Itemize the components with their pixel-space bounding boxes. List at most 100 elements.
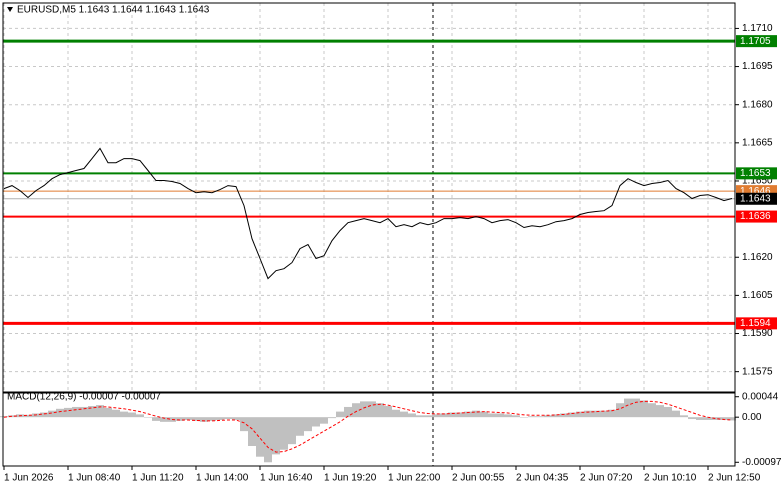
- macd-bar: [608, 409, 616, 418]
- macd-bar: [576, 411, 584, 418]
- macd-bar: [664, 406, 672, 418]
- macd-bar: [496, 413, 504, 418]
- macd-bar: [80, 406, 88, 418]
- level-label-box: [736, 35, 777, 48]
- macd-bar: [704, 417, 712, 420]
- macd-bar: [464, 411, 472, 418]
- macd-bar: [424, 415, 432, 418]
- macd-bar: [240, 417, 248, 432]
- menu-triangle[interactable]: [7, 7, 13, 12]
- macd-bar: [280, 417, 288, 450]
- macd-bar: [560, 413, 568, 418]
- y-tick-label: 1.1590: [742, 328, 773, 339]
- macd-bar: [720, 417, 728, 420]
- macd-bar: [232, 417, 240, 420]
- y-tick-label: 1.1710: [742, 23, 773, 34]
- macd-bar: [656, 405, 664, 418]
- macd-bar: [104, 407, 112, 418]
- macd-bar: [536, 416, 544, 418]
- macd-bar: [416, 415, 424, 418]
- macd-bar: [328, 417, 336, 419]
- macd-bar: [680, 415, 688, 418]
- level-label-box: [736, 210, 777, 223]
- macd-bar: [360, 401, 368, 418]
- macd-bar: [296, 417, 304, 436]
- level-label-box: [736, 167, 777, 180]
- level-label: 1.1594: [740, 318, 771, 329]
- macd-bar: [688, 417, 696, 420]
- x-tick-label: 1 Jun 22:00: [388, 473, 441, 484]
- macd-bar: [488, 413, 496, 418]
- y-tick-label: 0.00: [742, 412, 762, 423]
- y-tick-label: -0.00097: [742, 457, 781, 468]
- macd-bar: [128, 412, 136, 418]
- x-tick-label: 2 Jun 00:55: [452, 473, 505, 484]
- macd-bar: [88, 406, 96, 418]
- level-label: 1.1643: [740, 193, 771, 204]
- macd-bar: [144, 417, 152, 418]
- macd-bar: [200, 417, 208, 422]
- macd-bar: [528, 416, 536, 418]
- signal-line: [3, 400, 733, 453]
- macd-bar: [168, 417, 176, 422]
- macd-bar: [160, 417, 168, 422]
- y-tick-label: 1.1620: [742, 252, 773, 263]
- macd-bar: [248, 417, 256, 447]
- level-label: 1.1636: [740, 211, 771, 222]
- macd-bar: [448, 412, 456, 418]
- macd-bar: [384, 406, 392, 418]
- macd-bar: [400, 411, 408, 418]
- level-label-box: [736, 317, 777, 330]
- x-tick-label: 1 Jun 11:20: [132, 473, 184, 484]
- macd-bar: [304, 417, 312, 432]
- macd-bar: [40, 412, 48, 418]
- macd-bar: [504, 414, 512, 418]
- macd-bar: [64, 407, 72, 418]
- macd-bar: [208, 417, 216, 421]
- macd-bar: [728, 417, 736, 421]
- macd-bar: [376, 403, 384, 418]
- macd-panel-frame: [2, 392, 736, 467]
- macd-bar: [224, 417, 232, 420]
- level-label: 1.1646: [740, 186, 771, 197]
- macd-title: MACD(12,26,9) -0.00007 -0.00007: [7, 392, 161, 403]
- macd-bar: [648, 403, 656, 418]
- x-tick-label: 1 Jun 08:40: [68, 473, 121, 484]
- macd-bar: [24, 414, 32, 418]
- macd-bar: [256, 417, 264, 457]
- macd-bar: [592, 410, 600, 418]
- macd-bar: [624, 398, 632, 418]
- macd-bar: [440, 413, 448, 418]
- macd-bar: [112, 409, 120, 418]
- macd-bar: [152, 417, 160, 421]
- y-tick-label: 1.1680: [742, 99, 773, 110]
- chart-title: EURUSD,M5 1.1643 1.1644 1.1643 1.1643: [17, 5, 210, 16]
- level-label: 1.1705: [740, 36, 771, 47]
- macd-bar: [456, 412, 464, 418]
- macd-bar: [432, 414, 440, 418]
- macd-bar: [56, 408, 64, 418]
- macd-bar: [184, 417, 192, 420]
- x-tick-label: 2 Jun 07:20: [580, 473, 633, 484]
- macd-bar: [616, 403, 624, 418]
- macd-bar: [584, 410, 592, 418]
- x-tick-label: 1 Jun 16:40: [260, 473, 313, 484]
- macd-bar: [672, 410, 680, 418]
- macd-bar: [136, 414, 144, 418]
- macd-bar: [368, 401, 376, 418]
- x-tick-label: 2 Jun 12:50: [708, 473, 761, 484]
- y-tick-label: 1.1575: [742, 366, 773, 377]
- macd-bar: [336, 411, 344, 418]
- macd-bar: [632, 398, 640, 418]
- x-tick-label: 1 Jun 14:00: [196, 473, 249, 484]
- macd-bar: [312, 417, 320, 427]
- level-label-box: [736, 192, 777, 205]
- main-panel-frame: [2, 2, 736, 393]
- macd-bar: [72, 406, 80, 418]
- macd-bar: [120, 411, 128, 418]
- y-tick-label: 1.1665: [742, 137, 773, 148]
- y-tick-label: 1.1605: [742, 290, 773, 301]
- level-label: 1.1653: [740, 168, 771, 179]
- macd-bar: [288, 417, 296, 445]
